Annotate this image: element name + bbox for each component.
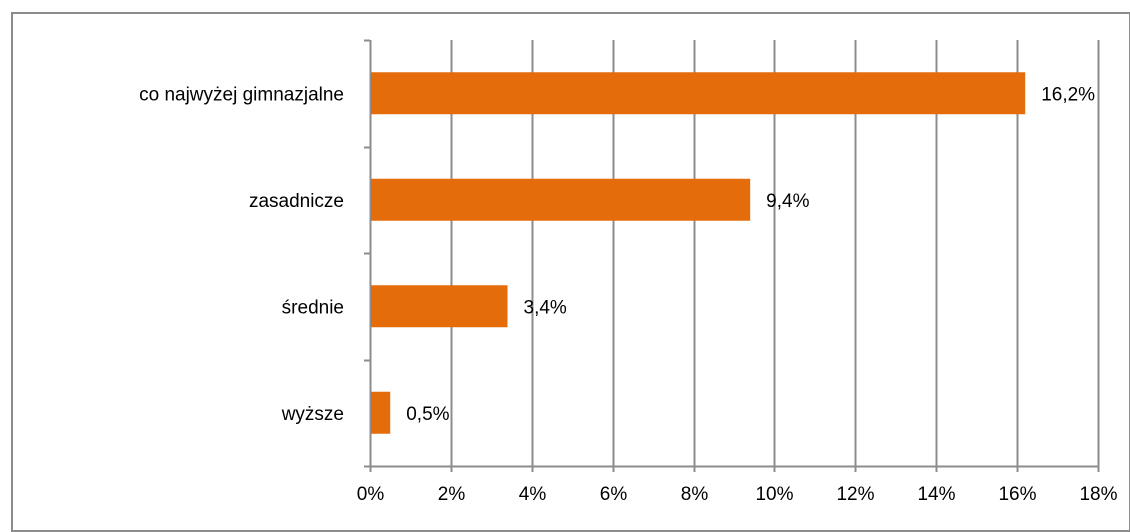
category-label: co najwyżej gimnazjalne <box>139 84 344 105</box>
x-tick-label: 16% <box>998 484 1036 505</box>
x-tick-label: 0% <box>357 484 385 505</box>
data-label: 9,4% <box>766 191 809 212</box>
x-tick-label: 18% <box>1079 484 1117 505</box>
labels: 0% 2% 4% 6% 8% 10% 12% 14% 16% 18% co najwyżej gim… <box>139 84 1118 505</box>
bar-4 <box>371 391 391 434</box>
category-label: średnie <box>282 297 344 318</box>
x-tick-label: 10% <box>755 484 793 505</box>
x-tick-label: 8% <box>681 484 709 505</box>
x-tick-label: 14% <box>917 484 955 505</box>
bars <box>371 72 1026 434</box>
x-tick-label: 4% <box>519 484 547 505</box>
axes <box>364 39 1100 472</box>
data-label: 0,5% <box>406 404 449 425</box>
bar-1 <box>371 72 1026 115</box>
bar-2 <box>371 178 751 221</box>
bar-chart: 0% 2% 4% 6% 8% 10% 12% 14% 16% 18% co najwyżej gim… <box>139 39 1118 505</box>
category-label: wyższe <box>281 404 344 425</box>
data-label: 16,2% <box>1041 84 1095 105</box>
category-label: zasadnicze <box>249 191 344 212</box>
x-tick-label: 2% <box>438 484 466 505</box>
bar-3 <box>371 285 508 328</box>
x-tick-label: 6% <box>600 484 628 505</box>
x-tick-label: 12% <box>836 484 874 505</box>
data-label: 3,4% <box>524 297 567 318</box>
